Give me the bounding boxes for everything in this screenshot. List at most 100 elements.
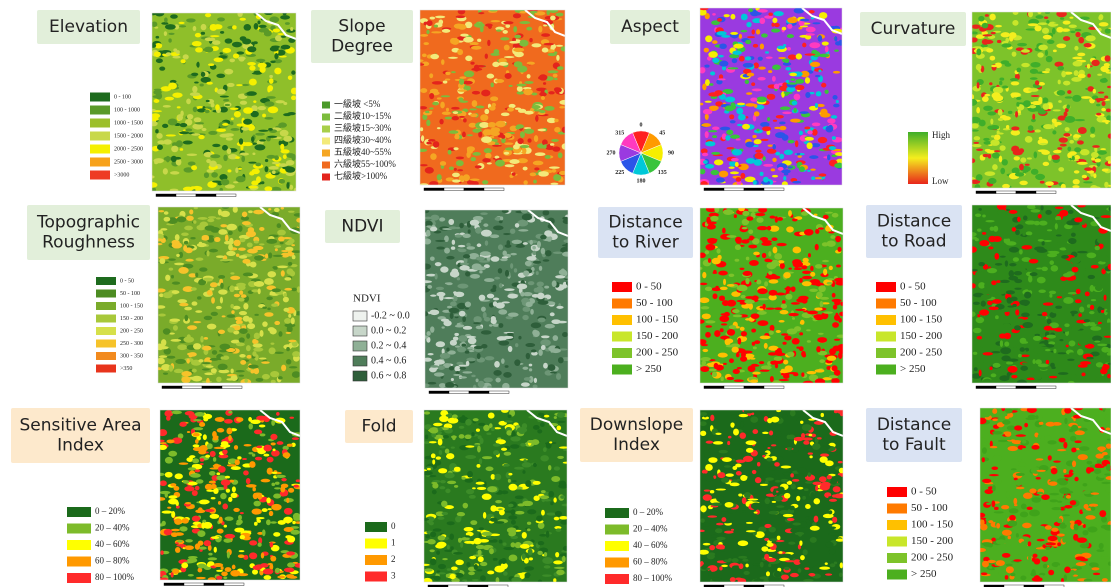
map-texture xyxy=(171,339,182,342)
map-texture xyxy=(745,278,749,284)
map xyxy=(421,409,572,585)
map-texture xyxy=(447,521,455,525)
map-texture xyxy=(252,351,256,357)
map-texture xyxy=(745,56,752,60)
map-texture xyxy=(807,142,813,149)
map-texture xyxy=(723,279,726,285)
map-texture xyxy=(190,473,201,477)
map-texture xyxy=(803,441,809,445)
map-texture xyxy=(775,152,780,156)
map-texture xyxy=(201,24,207,30)
map-texture xyxy=(737,124,743,126)
map-texture xyxy=(1077,349,1083,356)
map-texture xyxy=(252,487,255,491)
map-texture xyxy=(485,53,488,58)
map-texture xyxy=(262,307,267,309)
map-texture xyxy=(1018,455,1022,461)
map-texture xyxy=(730,120,736,123)
map-texture xyxy=(977,336,983,340)
map-texture xyxy=(806,329,811,331)
map-texture xyxy=(746,216,753,220)
map-texture xyxy=(1001,43,1011,47)
map-texture xyxy=(813,498,820,504)
map-texture xyxy=(227,83,235,87)
map-texture xyxy=(809,434,813,437)
map-texture xyxy=(818,137,827,143)
map-texture xyxy=(819,447,829,454)
map-texture xyxy=(1015,111,1018,118)
map-texture xyxy=(280,15,290,19)
map-texture xyxy=(752,372,761,375)
map-texture xyxy=(758,452,767,455)
map-texture xyxy=(474,346,483,349)
map-texture xyxy=(233,53,239,58)
map-texture xyxy=(459,265,469,270)
map-texture xyxy=(243,107,253,114)
map-texture xyxy=(156,288,166,292)
map-texture xyxy=(555,275,565,278)
map-texture xyxy=(232,486,236,492)
map-texture xyxy=(195,439,199,444)
map-texture xyxy=(519,21,530,24)
map-texture xyxy=(762,455,765,458)
map-texture xyxy=(535,116,538,121)
map-texture xyxy=(976,48,981,55)
map-texture xyxy=(744,408,754,413)
map-texture xyxy=(798,296,808,301)
map-texture xyxy=(474,23,485,28)
scale-bar xyxy=(162,386,182,389)
map-texture xyxy=(258,130,269,132)
map-texture xyxy=(1096,549,1104,552)
map-texture xyxy=(757,77,765,81)
map-texture xyxy=(241,156,245,162)
map-texture xyxy=(810,526,820,531)
map-texture xyxy=(712,126,719,130)
map-texture xyxy=(459,311,466,317)
map-texture xyxy=(226,224,237,231)
map-texture xyxy=(1017,43,1027,46)
map-texture xyxy=(227,169,231,172)
map-texture xyxy=(742,227,748,229)
map-texture xyxy=(816,346,821,352)
map-texture xyxy=(449,167,454,170)
legend-label: 3 xyxy=(391,571,396,581)
map-texture xyxy=(1030,209,1040,213)
map-texture xyxy=(176,50,180,54)
legend-label: > 250 xyxy=(636,363,662,375)
map-texture xyxy=(978,16,984,22)
map-texture xyxy=(470,274,480,279)
map-texture xyxy=(227,552,230,559)
map-texture xyxy=(763,443,767,449)
map-texture xyxy=(817,437,822,439)
map-texture xyxy=(727,284,735,287)
map-texture xyxy=(230,128,239,131)
map-texture xyxy=(254,23,259,30)
map-texture xyxy=(263,575,271,580)
map-texture xyxy=(1067,147,1071,152)
map-texture xyxy=(220,224,227,227)
map-texture xyxy=(177,216,187,222)
map-texture xyxy=(186,18,196,22)
map-texture xyxy=(491,316,496,321)
map-texture xyxy=(709,545,715,550)
map-texture xyxy=(976,64,982,71)
map-texture xyxy=(982,34,992,36)
map-texture xyxy=(746,22,751,27)
map-texture xyxy=(287,326,293,333)
map-texture xyxy=(799,278,803,283)
map-texture xyxy=(725,97,735,103)
map-texture xyxy=(271,420,275,426)
map-texture xyxy=(518,229,528,232)
map-texture xyxy=(511,542,516,547)
aspect-label: 135 xyxy=(658,170,667,176)
map-texture xyxy=(982,352,993,355)
map-texture xyxy=(497,336,507,341)
map-texture xyxy=(284,568,295,573)
map-texture xyxy=(526,27,532,31)
map-texture xyxy=(757,320,768,326)
map-texture xyxy=(1033,336,1041,341)
map-texture xyxy=(1097,150,1107,154)
map-texture xyxy=(1043,162,1049,166)
map-texture xyxy=(818,285,825,292)
map-texture xyxy=(150,43,156,48)
